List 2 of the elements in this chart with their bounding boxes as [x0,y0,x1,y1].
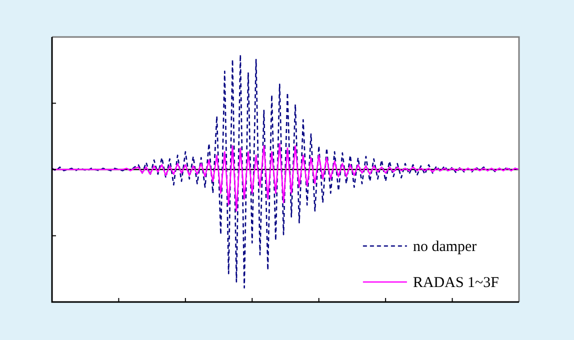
legend-label: no damper [412,238,477,255]
legend-label: RADAS 1~3F [412,274,500,291]
